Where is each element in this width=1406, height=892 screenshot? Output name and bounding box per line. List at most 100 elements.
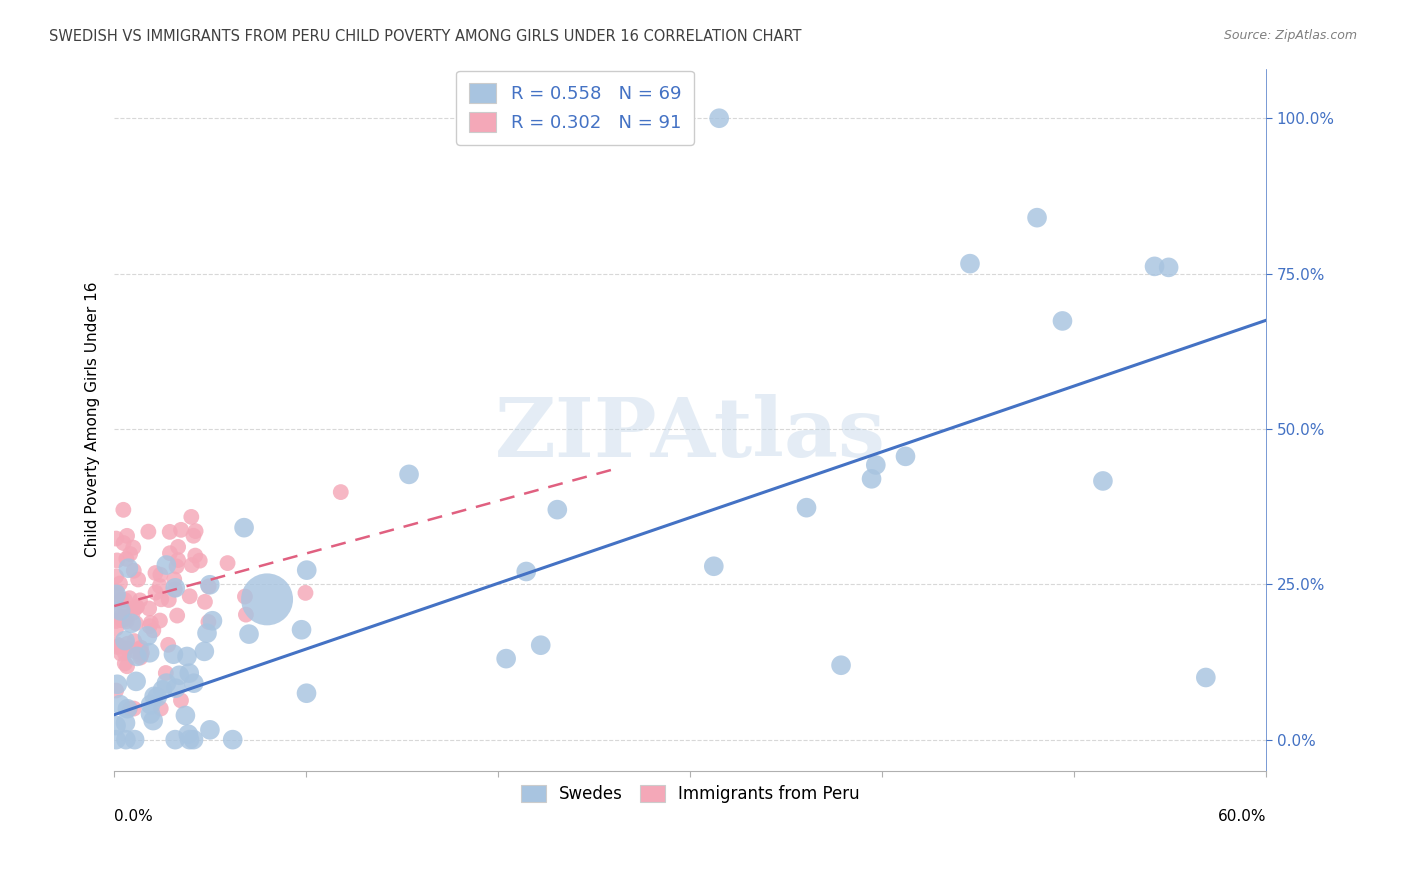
Point	[169, 668, 191, 682]
Point	[796, 500, 818, 515]
Point	[115, 614, 138, 628]
Point	[138, 619, 160, 633]
Point	[233, 521, 256, 535]
Point	[105, 718, 128, 732]
Point	[125, 599, 148, 614]
Point	[188, 554, 211, 568]
Point	[177, 727, 200, 741]
Point	[162, 647, 184, 661]
Point	[194, 595, 217, 609]
Point	[142, 714, 165, 728]
Y-axis label: Child Poverty Among Girls Under 16: Child Poverty Among Girls Under 16	[86, 282, 100, 558]
Point	[830, 658, 852, 673]
Point	[108, 639, 131, 653]
Point	[122, 701, 145, 715]
Legend: Swedes, Immigrants from Peru: Swedes, Immigrants from Peru	[513, 777, 868, 812]
Point	[143, 690, 166, 704]
Text: SWEDISH VS IMMIGRANTS FROM PERU CHILD POVERTY AMONG GIRLS UNDER 16 CORRELATION C: SWEDISH VS IMMIGRANTS FROM PERU CHILD PO…	[49, 29, 801, 44]
Point	[166, 608, 188, 623]
Point	[138, 601, 160, 615]
Point	[201, 614, 224, 628]
Point	[145, 585, 167, 599]
Point	[166, 559, 188, 574]
Point	[149, 614, 172, 628]
Point	[198, 578, 221, 592]
Point	[118, 701, 141, 715]
Point	[125, 599, 148, 614]
Point	[105, 607, 128, 622]
Point	[530, 638, 553, 652]
Point	[120, 616, 142, 631]
Point	[114, 612, 136, 626]
Point	[139, 615, 162, 630]
Point	[125, 616, 148, 631]
Point	[217, 556, 239, 570]
Point	[170, 523, 193, 537]
Point	[112, 610, 135, 624]
Point	[117, 702, 139, 716]
Point	[145, 566, 167, 580]
Point	[651, 112, 673, 126]
Point	[222, 732, 245, 747]
Point	[167, 540, 190, 554]
Point	[139, 698, 162, 712]
Text: ZIPAtlas: ZIPAtlas	[495, 393, 886, 474]
Point	[105, 587, 128, 601]
Point	[198, 723, 221, 737]
Point	[235, 607, 257, 622]
Point	[179, 666, 201, 681]
Point	[138, 646, 160, 660]
Point	[157, 638, 180, 652]
Point	[139, 706, 162, 721]
Point	[105, 677, 128, 691]
Point	[180, 509, 202, 524]
Point	[195, 626, 218, 640]
Point	[124, 600, 146, 615]
Point	[155, 676, 177, 690]
Point	[115, 529, 138, 543]
Point	[114, 593, 136, 607]
Point	[114, 633, 136, 648]
Point	[233, 590, 256, 604]
Point	[118, 591, 141, 606]
Point	[165, 681, 187, 695]
Point	[183, 676, 205, 690]
Point	[174, 708, 197, 723]
Point	[1143, 260, 1166, 274]
Point	[115, 641, 138, 656]
Point	[111, 613, 134, 627]
Point	[495, 651, 517, 665]
Point	[114, 715, 136, 730]
Point	[105, 553, 128, 567]
Point	[170, 693, 193, 707]
Point	[329, 485, 352, 500]
Point	[120, 547, 142, 561]
Point	[105, 683, 128, 698]
Point	[124, 634, 146, 648]
Point	[159, 524, 181, 539]
Point	[105, 614, 128, 628]
Point	[179, 732, 201, 747]
Point	[1195, 671, 1218, 685]
Point	[125, 674, 148, 689]
Point	[142, 624, 165, 638]
Point	[165, 581, 187, 595]
Point	[238, 627, 260, 641]
Point	[125, 649, 148, 664]
Point	[127, 573, 149, 587]
Point	[110, 593, 132, 607]
Point	[149, 579, 172, 593]
Point	[110, 604, 132, 618]
Point	[129, 650, 152, 665]
Point	[709, 112, 731, 126]
Point	[180, 558, 202, 572]
Point	[295, 563, 318, 577]
Point	[105, 587, 128, 601]
Point	[114, 646, 136, 660]
Point	[159, 546, 181, 560]
Point	[152, 682, 174, 697]
Point	[138, 524, 160, 539]
Point	[105, 584, 128, 599]
Point	[197, 615, 219, 629]
Point	[129, 593, 152, 607]
